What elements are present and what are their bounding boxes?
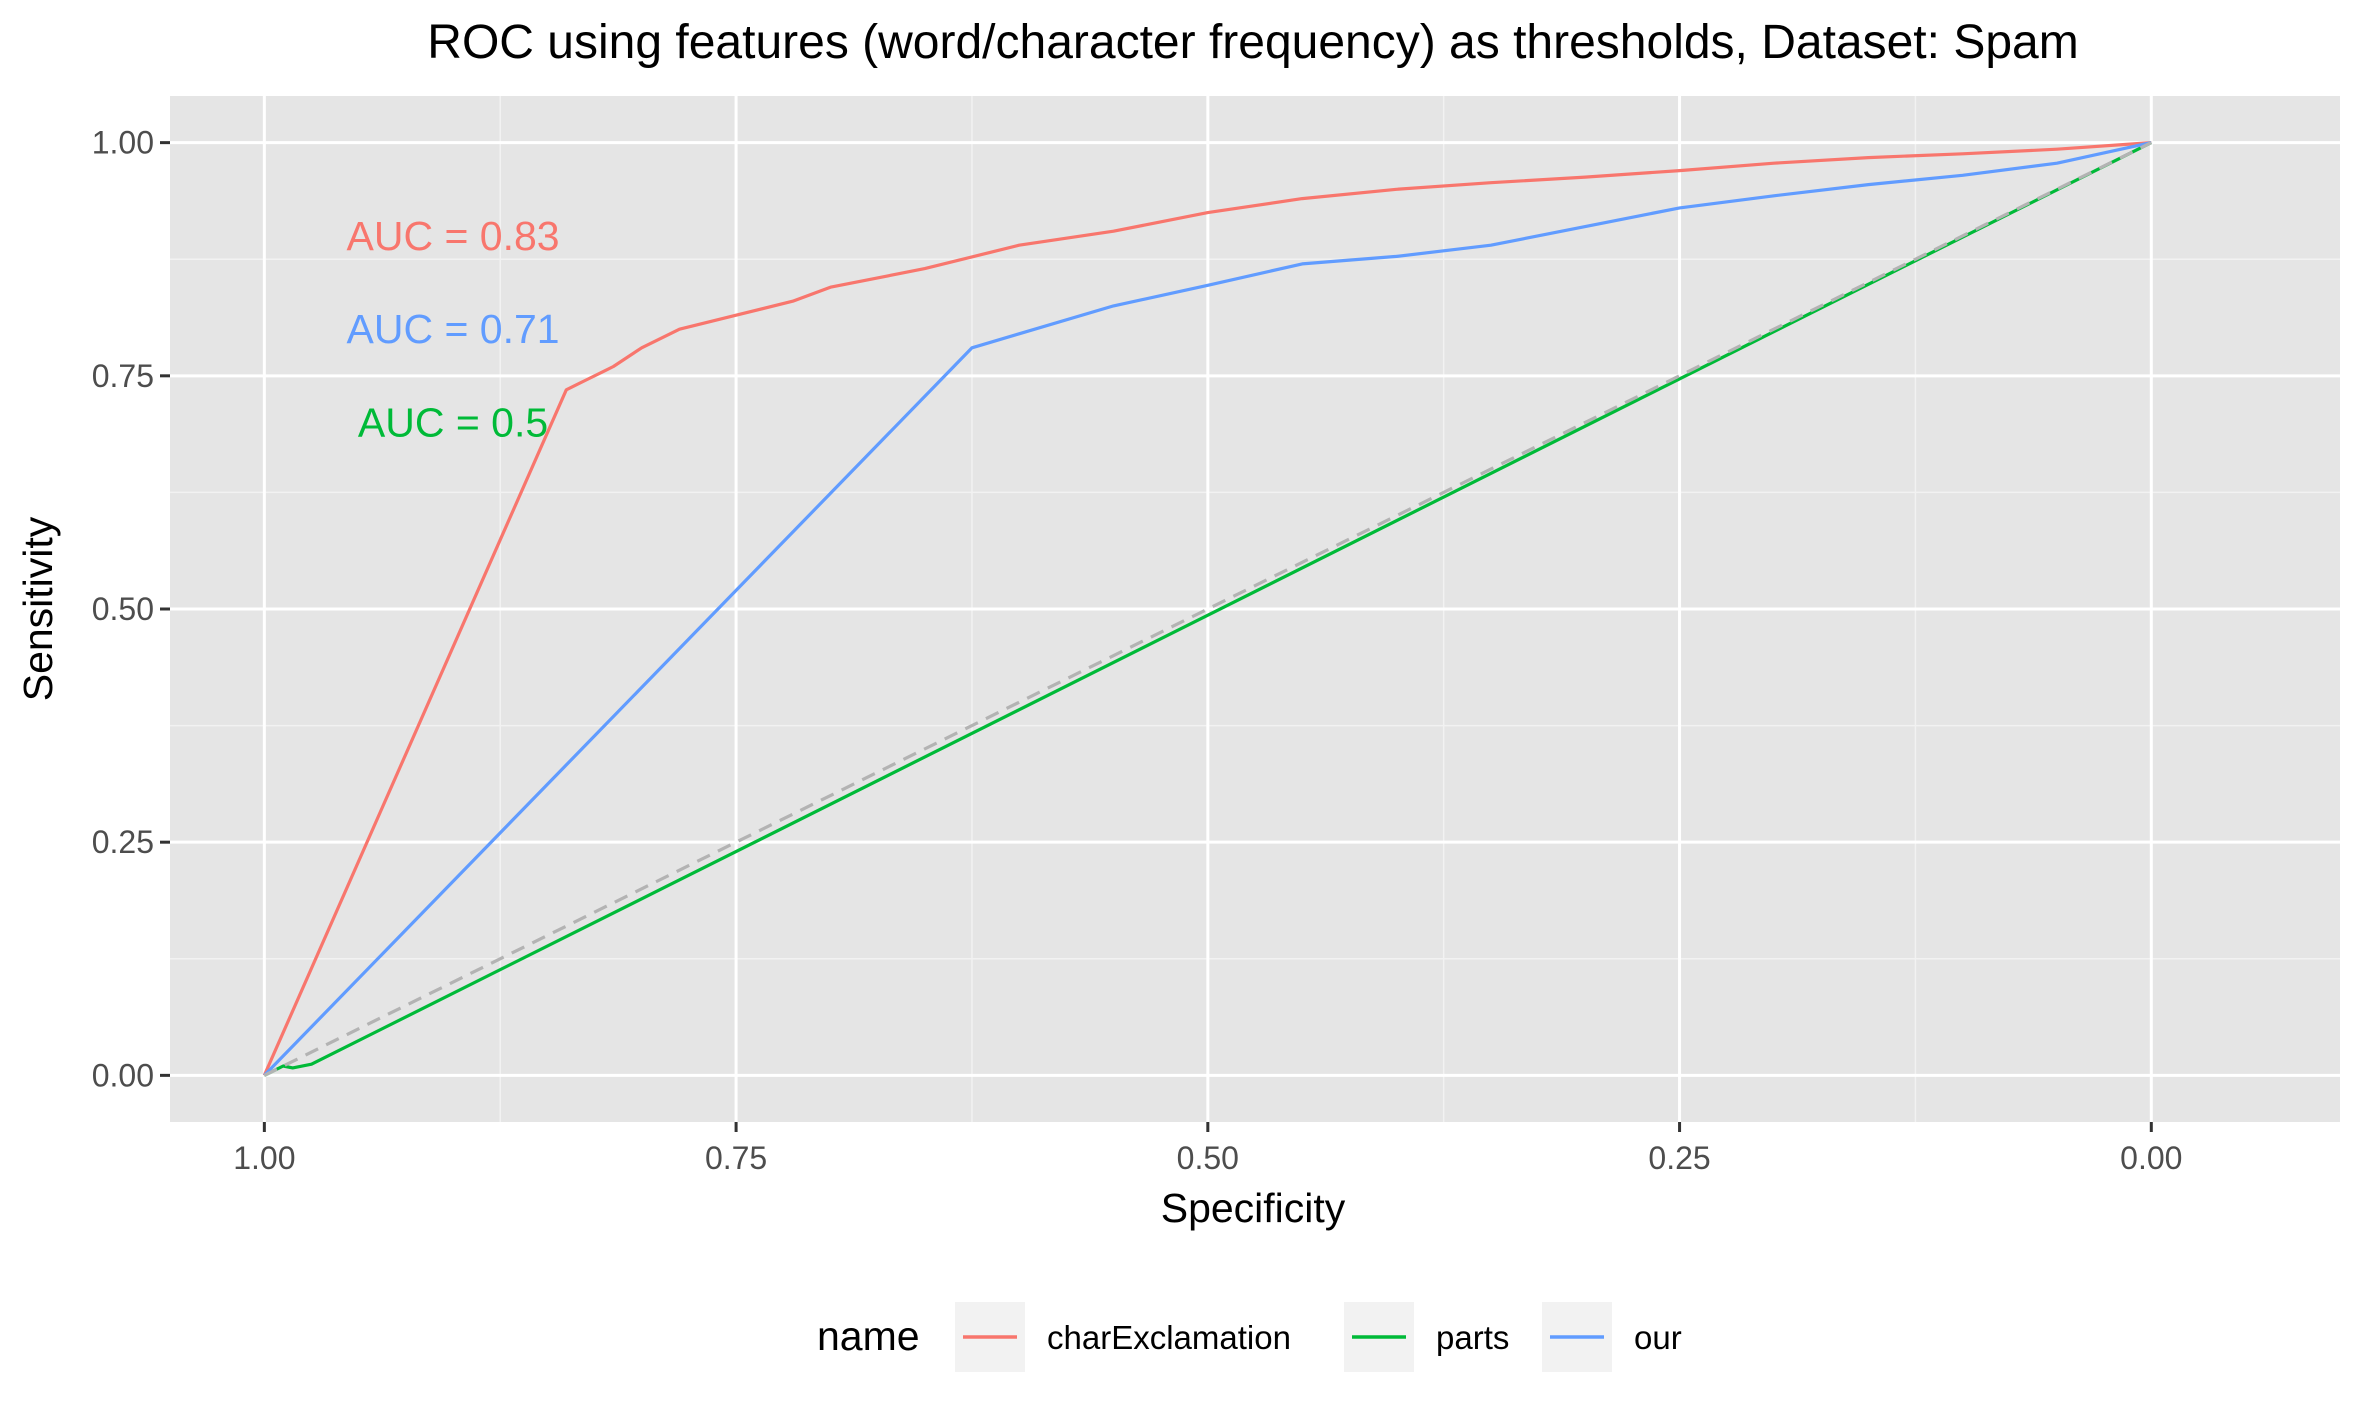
auc-annotations: AUC = 0.83 AUC = 0.71 AUC = 0.5 <box>346 213 559 446</box>
series-layer <box>262 141 2153 1077</box>
y-tick-label: 0.75 <box>92 358 154 394</box>
legend-label: parts <box>1436 1319 1509 1356</box>
x-axis-title: Specificity <box>1161 1185 1346 1231</box>
grid-major <box>170 96 2340 1122</box>
series-line-our <box>263 141 2152 1077</box>
legend-title: name <box>817 1313 920 1359</box>
auc-annotation: AUC = 0.71 <box>346 306 559 352</box>
y-axis-title: Sensitivity <box>15 516 61 701</box>
x-tick-label: 0.50 <box>1177 1140 1239 1176</box>
y-axis-ticks: 0.00 0.25 0.50 0.75 1.00 <box>92 125 170 1093</box>
x-tick-label: 0.00 <box>2120 1140 2182 1176</box>
chart-title: ROC using features (word/character frequ… <box>427 16 2078 69</box>
series-line-parts <box>263 141 2153 1077</box>
reference-diagonal <box>263 141 2153 1077</box>
series-line-charExclamation <box>262 141 2152 1077</box>
auc-annotation: AUC = 0.5 <box>358 399 548 445</box>
x-axis-ticks: 1.00 0.75 0.50 0.25 0.00 <box>233 1122 2182 1176</box>
y-tick-label: 1.00 <box>92 125 154 161</box>
legend: name charExclamation parts our <box>817 1302 1682 1372</box>
x-tick-label: 0.25 <box>1648 1140 1710 1176</box>
auc-annotation: AUC = 0.83 <box>346 213 559 259</box>
x-tick-label: 0.75 <box>705 1140 767 1176</box>
y-tick-label: 0.25 <box>92 824 154 860</box>
legend-label: charExclamation <box>1047 1319 1291 1356</box>
x-tick-label: 1.00 <box>233 1140 295 1176</box>
legend-label: our <box>1634 1319 1682 1356</box>
y-tick-label: 0.50 <box>92 591 154 627</box>
y-tick-label: 0.00 <box>92 1057 154 1093</box>
